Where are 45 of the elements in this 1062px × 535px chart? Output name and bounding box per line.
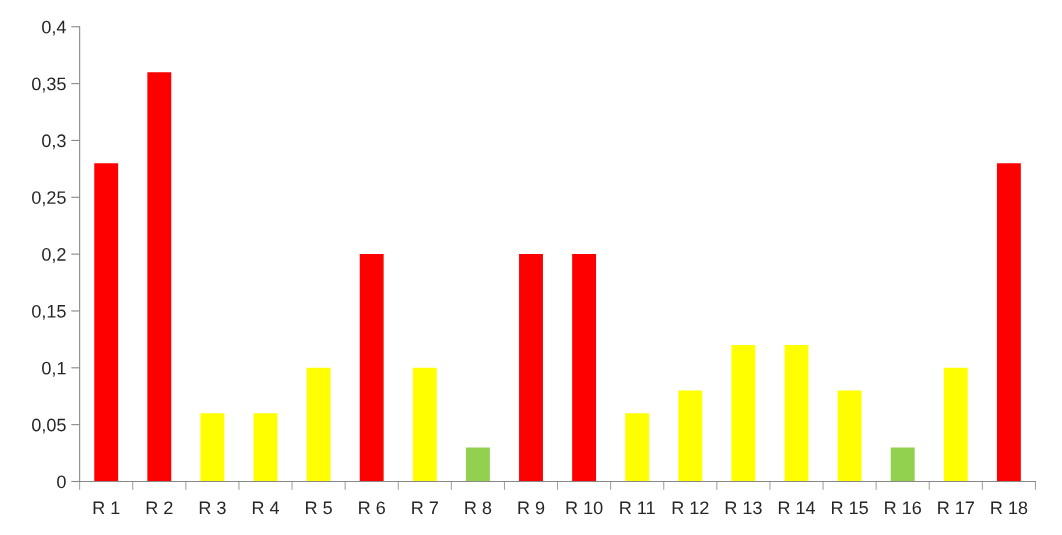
x-tick-label: R 6 bbox=[359, 501, 385, 515]
bar bbox=[890, 447, 915, 482]
bar bbox=[253, 413, 278, 482]
x-tick-label: R 18 bbox=[991, 501, 1028, 515]
bar bbox=[625, 413, 650, 482]
y-tick-label: 0 bbox=[57, 475, 66, 489]
x-tick-label: R 1 bbox=[93, 501, 120, 515]
bar bbox=[519, 254, 543, 482]
y-tick-label: 0,05 bbox=[32, 418, 66, 434]
y-tick-label: 0,3 bbox=[42, 134, 66, 150]
bar bbox=[678, 390, 703, 482]
bar bbox=[837, 390, 862, 482]
bar bbox=[784, 345, 809, 482]
x-tick-label: R 7 bbox=[412, 501, 438, 515]
x-tick-label: R 11 bbox=[620, 501, 655, 515]
x-tick-label: R 3 bbox=[199, 501, 226, 515]
bar bbox=[412, 367, 437, 482]
bar bbox=[465, 447, 490, 482]
x-tick-label: R 12 bbox=[672, 501, 709, 515]
x-tick-label: R 14 bbox=[778, 501, 816, 515]
y-tick-label: 0,2 bbox=[42, 248, 66, 263]
y-tick-label: 0,35 bbox=[32, 77, 66, 93]
bar bbox=[996, 163, 1021, 482]
x-tick-label: R 5 bbox=[306, 501, 332, 515]
y-tick-label: 0,4 bbox=[42, 20, 66, 36]
x-tick-label: R 4 bbox=[252, 501, 280, 515]
x-tick-label: R 16 bbox=[885, 501, 921, 515]
y-tick-label: 0,1 bbox=[42, 361, 66, 377]
x-tick-label: R 2 bbox=[146, 501, 173, 515]
x-tick-label: R 8 bbox=[465, 501, 492, 515]
bar bbox=[147, 72, 172, 482]
bar bbox=[200, 413, 225, 482]
x-tick-label: R 15 bbox=[832, 501, 868, 515]
x-tick-label: R 9 bbox=[518, 501, 545, 515]
bar bbox=[359, 254, 384, 482]
x-tick-label: R 13 bbox=[725, 501, 762, 515]
y-tick-label: 0,15 bbox=[32, 304, 66, 320]
y-tick-label: 0,25 bbox=[32, 191, 66, 207]
bar bbox=[306, 367, 331, 482]
bar bbox=[572, 254, 597, 482]
x-tick-label: R 17 bbox=[938, 501, 974, 515]
x-tick-label: R 10 bbox=[566, 501, 603, 515]
bar bbox=[943, 367, 968, 482]
bar bbox=[94, 163, 119, 482]
bar bbox=[731, 345, 756, 482]
